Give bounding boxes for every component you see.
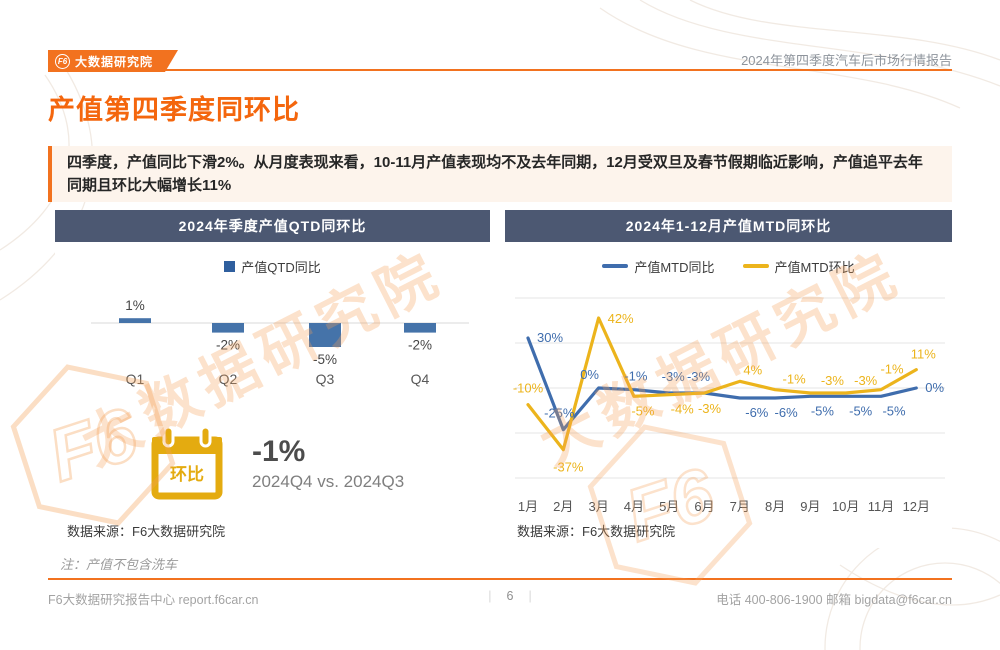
mtd-line-chart: 30%-25%0% -1% -3% -3%-6% -6% -5% -5% -5%0%-10%-… <box>513 297 945 514</box>
month-label: 5月 <box>659 499 679 514</box>
f6-logo-icon: F6 <box>55 54 70 69</box>
month-label: 3月 <box>588 499 608 514</box>
bar-Q1 <box>119 318 151 323</box>
footnote: 注：产值不包含洗车 <box>60 557 178 572</box>
month-label: 6月 <box>694 499 714 514</box>
qtd-legend: 产值QTD同比 <box>55 257 490 276</box>
calendar-icon-label: 环比 <box>170 464 204 484</box>
footer-divider <box>48 578 952 580</box>
point-value-label: -4% <box>671 402 695 417</box>
point-value-label: -5% <box>631 403 655 418</box>
footer-contact: 电话 400-806-1900 邮箱 bigdata@f6car.cn <box>716 593 952 607</box>
point-value-label: 0% <box>925 380 944 395</box>
point-value-label: -10% <box>513 381 544 396</box>
mtd-source: 数据来源：F6大数据研究院 <box>517 524 676 539</box>
mtd-legend-label-yoy: 产值MTD同比 <box>634 259 715 275</box>
point-value-label: -1% <box>783 372 807 387</box>
header-divider <box>48 69 952 71</box>
month-label: 1月 <box>518 499 538 514</box>
month-label: 8月 <box>765 499 785 514</box>
bar-value-label: -2% <box>216 338 240 353</box>
point-value-label: -3% <box>854 373 878 388</box>
blue-line-swatch-icon <box>602 264 629 268</box>
bar-category-label: Q2 <box>219 371 238 387</box>
point-value-label: 4% <box>743 362 762 377</box>
point-value-label: 30% <box>537 330 563 345</box>
line-series-0 <box>526 336 918 432</box>
point-value-label: -25% <box>544 406 575 421</box>
gold-line-swatch-icon <box>742 264 769 268</box>
point-value-label: -1% <box>880 362 904 377</box>
bar-value-label: 1% <box>125 298 145 313</box>
mtd-legend-item-mom: 产值MTD环比 <box>742 257 855 276</box>
point-value-label: -1% <box>624 369 648 384</box>
qoq-value: -1% <box>252 434 306 468</box>
bar-value-label: -5% <box>313 352 337 367</box>
point-value-label: -3% <box>821 373 845 388</box>
point-value-label: -5% <box>882 403 906 418</box>
report-title: 2024年第四季度汽车后市场行情报告 <box>741 53 952 68</box>
point-value-label: -6% <box>775 405 799 420</box>
pipe-separator: | <box>488 589 492 603</box>
month-label: 7月 <box>730 499 750 514</box>
line-series-1 <box>526 316 918 452</box>
bar-category-label: Q4 <box>411 371 430 387</box>
mtd-legend-label-mom: 产值MTD环比 <box>774 259 855 275</box>
summary-text: 四季度，产值同比下滑2%。从月度表现来看，10-11月产值表现均不及去年同期，1… <box>67 153 923 194</box>
page-number: 6 <box>506 589 514 603</box>
logo-text: 大数据研究院 <box>75 54 154 69</box>
month-label: 4月 <box>624 499 644 514</box>
qoq-caption: 2024Q4 vs. 2024Q3 <box>252 471 405 491</box>
point-value-label: -5% <box>849 403 873 418</box>
month-label: 2月 <box>553 499 573 514</box>
month-label: 12月 <box>903 499 930 514</box>
point-value-label: -6% <box>745 405 769 420</box>
point-value-label: 11% <box>911 347 936 362</box>
qoq-text: -1% 2024Q4 vs. 2024Q3 <box>252 434 405 492</box>
mtd-legend: 产值MTD同比 产值MTD环比 <box>505 257 952 276</box>
point-value-label: 42% <box>608 311 634 326</box>
point-value-label: 0% <box>580 367 599 382</box>
qtd-panel: 2024年季度产值QTD同环比 产值QTD同比 1% Q1 -2% Q2 -5% Q3 -2… <box>55 210 490 548</box>
footer-pagination: | 6 | <box>450 589 570 603</box>
point-value-label: -3% <box>662 369 686 384</box>
point-value-label: -3% <box>698 401 722 416</box>
qtd-panel-title: 2024年季度产值QTD同环比 <box>55 210 490 242</box>
point-value-label: -37% <box>553 460 584 475</box>
qtd-legend-item: 产值QTD同比 <box>224 257 321 276</box>
month-label: 9月 <box>800 499 820 514</box>
mtd-panel-title: 2024年1-12月产值MTD同环比 <box>505 210 952 242</box>
pipe-separator: | <box>528 589 532 603</box>
mtd-legend-item-yoy: 产值MTD同比 <box>602 257 715 276</box>
summary-box: 四季度，产值同比下滑2%。从月度表现来看，10-11月产值表现均不及去年同期，1… <box>48 146 952 202</box>
mtd-panel: 2024年1-12月产值MTD同环比 产值MTD同比 产值MTD环比 30% -2… <box>505 210 952 548</box>
point-value-label: -3% <box>687 369 711 384</box>
qtd-source: 数据来源：F6大数据研究院 <box>67 524 226 539</box>
qtd-bar-chart: 1% Q1 -2% Q2 -5% Q3 -2% Q4 <box>91 298 469 387</box>
logo: F6 大数据研究院 <box>48 50 178 72</box>
footer-report-center: F6大数据研究报告中心 report.f6car.cn <box>48 593 259 607</box>
bar-category-label: Q3 <box>316 371 335 387</box>
bar-category-label: Q1 <box>126 371 145 387</box>
qoq-highlight: 环比 -1% 2024Q4 vs. 2024Q3 <box>150 426 404 502</box>
bar-value-label: -2% <box>408 338 432 353</box>
month-label: 11月 <box>868 499 895 514</box>
page-title: 产值第四季度同环比 <box>48 95 300 125</box>
bar-Q2 <box>212 323 244 333</box>
legend-square-icon <box>224 260 236 272</box>
bar-Q3 <box>309 323 341 347</box>
bar-Q4 <box>404 323 436 333</box>
qtd-legend-label: 产值QTD同比 <box>241 259 321 275</box>
point-value-label: -5% <box>811 403 835 418</box>
month-label: 10月 <box>832 499 859 514</box>
calendar-icon: 环比 <box>151 426 223 500</box>
